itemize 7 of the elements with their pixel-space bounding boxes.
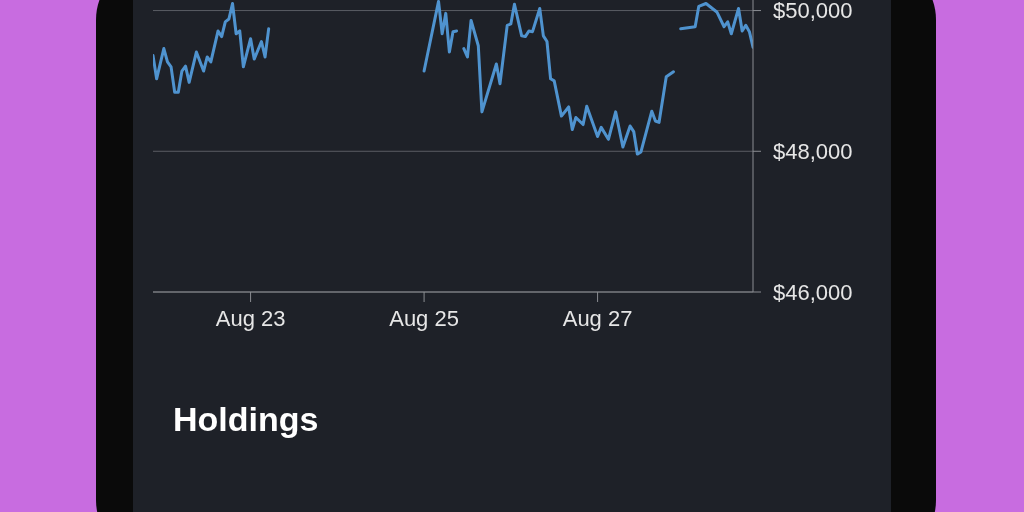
y-tick-label: $50,000 xyxy=(773,0,853,24)
y-tick-label: $46,000 xyxy=(773,279,853,305)
x-tick-label: Aug 27 xyxy=(562,305,633,331)
x-tick-label: Aug 23 xyxy=(215,305,286,331)
text: Holdings xyxy=(173,400,319,439)
x-tick-label: Aug 25 xyxy=(389,305,459,331)
y-tick-label: $48,000 xyxy=(773,139,853,165)
